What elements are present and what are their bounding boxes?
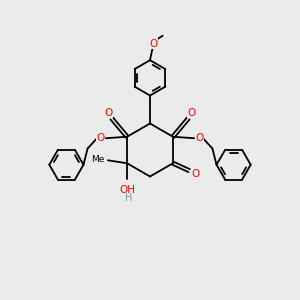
Text: O: O	[96, 133, 105, 143]
Text: OH: OH	[119, 185, 135, 195]
Text: O: O	[188, 108, 196, 118]
Text: Me: Me	[91, 155, 104, 164]
Text: O: O	[104, 108, 112, 118]
Text: O: O	[195, 133, 204, 143]
Text: O: O	[149, 39, 158, 49]
Text: O: O	[191, 169, 200, 179]
Text: H: H	[125, 193, 132, 203]
